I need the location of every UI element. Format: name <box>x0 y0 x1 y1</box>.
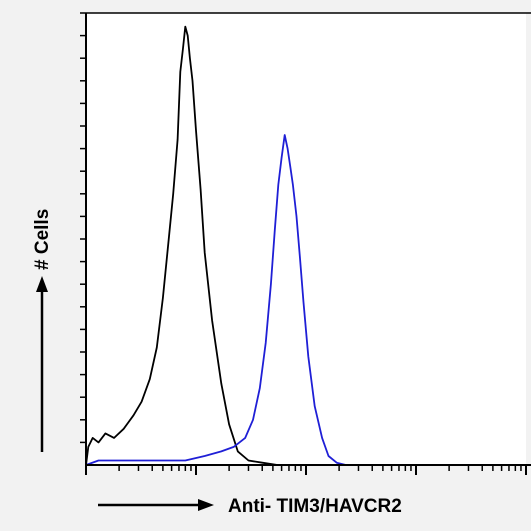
series-layer <box>85 25 347 466</box>
y-axis-arrow <box>36 276 48 452</box>
plot-area <box>86 13 526 465</box>
x-axis-arrow <box>98 499 214 511</box>
x-axis-label: Anti- TIM3/HAVCR2 <box>228 496 402 517</box>
histogram-series-1 <box>85 25 296 466</box>
y-axis-label: # Cells <box>32 209 53 270</box>
histogram-series-2 <box>85 134 347 466</box>
